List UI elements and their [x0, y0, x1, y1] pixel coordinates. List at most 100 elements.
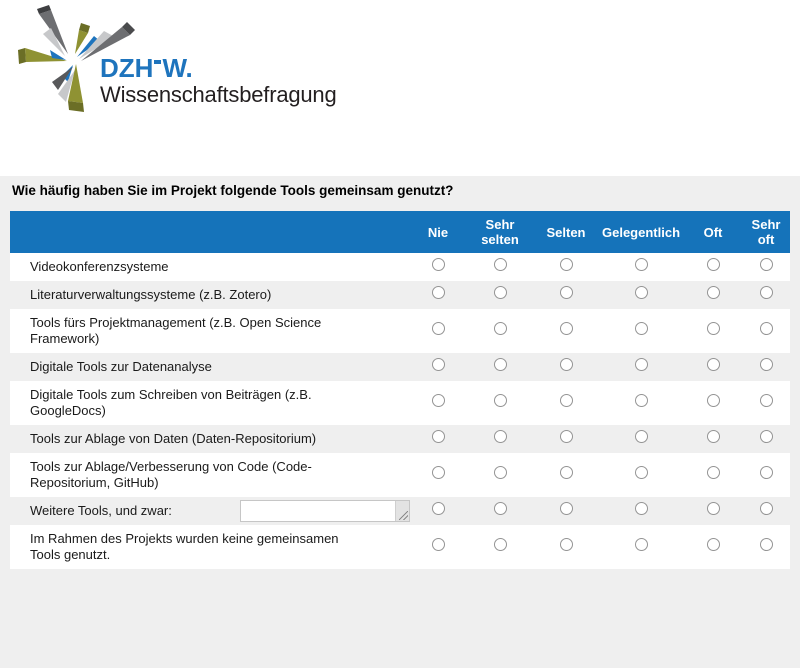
radio-oft[interactable] — [706, 322, 720, 335]
radio-gelegentlich[interactable] — [634, 394, 648, 407]
radio-cell — [742, 381, 790, 425]
row-label: Digitale Tools zur Datenanalyse — [30, 359, 212, 374]
resize-grip-icon[interactable] — [395, 501, 409, 521]
radio-selten[interactable] — [559, 538, 573, 551]
radio-oft[interactable] — [706, 430, 720, 443]
table-row: Literaturverwaltungssysteme (z.B. Zotero… — [10, 281, 790, 309]
radio-oft[interactable] — [706, 394, 720, 407]
table-row: Im Rahmen des Projekts wurden keine geme… — [10, 525, 790, 569]
radio-sehr-oft[interactable] — [759, 502, 773, 515]
radio-cell — [598, 525, 684, 569]
column-header-nie: Nie — [410, 211, 466, 253]
radio-sehr-oft[interactable] — [759, 538, 773, 551]
radio-sehr-selten[interactable] — [493, 394, 507, 407]
radio-cell — [684, 381, 742, 425]
radio-sehr-selten[interactable] — [493, 258, 507, 271]
radio-gelegentlich[interactable] — [634, 258, 648, 271]
radio-oft[interactable] — [706, 358, 720, 371]
radio-gelegentlich[interactable] — [634, 358, 648, 371]
radio-gelegentlich[interactable] — [634, 322, 648, 335]
radio-nie[interactable] — [431, 430, 445, 443]
radio-sehr-oft[interactable] — [759, 430, 773, 443]
radio-gelegentlich[interactable] — [634, 502, 648, 515]
radio-cell — [598, 453, 684, 497]
radio-selten[interactable] — [559, 466, 573, 479]
radio-oft[interactable] — [706, 258, 720, 271]
radio-sehr-oft[interactable] — [759, 286, 773, 299]
radio-gelegentlich[interactable] — [634, 466, 648, 479]
radio-selten[interactable] — [559, 394, 573, 407]
tools-frequency-matrix: Nie Sehr selten Selten Gelegentlich Oft Sehr … — [10, 211, 790, 569]
radio-nie[interactable] — [431, 286, 445, 299]
radio-sehr-selten[interactable] — [493, 502, 507, 515]
column-header-selten: Selten — [534, 211, 598, 253]
row-label: Digitale Tools zum Schreiben von Beiträg… — [30, 387, 312, 418]
radio-selten[interactable] — [559, 258, 573, 271]
radio-nie[interactable] — [431, 258, 445, 271]
row-label: Tools zur Ablage von Daten (Daten-Reposi… — [30, 431, 317, 446]
table-row: Weitere Tools, und zwar: — [10, 497, 790, 525]
radio-gelegentlich[interactable] — [634, 538, 648, 551]
radio-sehr-selten[interactable] — [493, 322, 507, 335]
dzhw-starburst-icon — [18, 5, 135, 112]
radio-nie[interactable] — [431, 322, 445, 335]
radio-cell — [684, 353, 742, 381]
radio-cell — [410, 309, 466, 353]
radio-sehr-selten[interactable] — [493, 430, 507, 443]
radio-cell — [466, 525, 534, 569]
row-label: Im Rahmen des Projekts wurden keine geme… — [30, 531, 339, 562]
radio-selten[interactable] — [559, 430, 573, 443]
table-row: Digitale Tools zur Datenanalyse — [10, 353, 790, 381]
radio-cell — [410, 381, 466, 425]
radio-sehr-oft[interactable] — [759, 322, 773, 335]
table-row: Tools fürs Projektmanagement (z.B. Open … — [10, 309, 790, 353]
radio-oft[interactable] — [706, 502, 720, 515]
radio-sehr-selten[interactable] — [493, 466, 507, 479]
radio-nie[interactable] — [431, 394, 445, 407]
radio-nie[interactable] — [431, 538, 445, 551]
radio-selten[interactable] — [559, 322, 573, 335]
radio-cell — [598, 281, 684, 309]
radio-cell — [410, 453, 466, 497]
radio-sehr-oft[interactable] — [759, 258, 773, 271]
radio-nie[interactable] — [431, 358, 445, 371]
radio-oft[interactable] — [706, 538, 720, 551]
radio-nie[interactable] — [431, 502, 445, 515]
radio-sehr-selten[interactable] — [493, 538, 507, 551]
radio-oft[interactable] — [706, 286, 720, 299]
row-label: Videokonferenzsysteme — [30, 259, 169, 274]
radio-sehr-oft[interactable] — [759, 466, 773, 479]
radio-sehr-selten[interactable] — [493, 286, 507, 299]
radio-selten[interactable] — [559, 286, 573, 299]
radio-sehr-oft[interactable] — [759, 358, 773, 371]
radio-cell — [410, 497, 466, 525]
radio-gelegentlich[interactable] — [634, 286, 648, 299]
radio-cell — [534, 253, 598, 281]
radio-cell — [684, 497, 742, 525]
radio-cell — [534, 425, 598, 453]
radio-sehr-selten[interactable] — [493, 358, 507, 371]
radio-cell — [534, 381, 598, 425]
table-row: Videokonferenzsysteme — [10, 253, 790, 281]
radio-gelegentlich[interactable] — [634, 430, 648, 443]
radio-cell — [410, 281, 466, 309]
radio-cell — [598, 353, 684, 381]
brand-hyphen — [154, 60, 162, 64]
column-header-sehr-selten: Sehr selten — [466, 211, 534, 253]
radio-cell — [534, 281, 598, 309]
radio-cell — [742, 353, 790, 381]
column-header-sehr-oft: Sehr oft — [742, 211, 790, 253]
other-tools-input[interactable] — [240, 500, 410, 522]
radio-cell — [684, 525, 742, 569]
radio-cell — [598, 381, 684, 425]
radio-nie[interactable] — [431, 466, 445, 479]
table-row: Tools zur Ablage/Verbesserung von Code (… — [10, 453, 790, 497]
radio-cell — [466, 381, 534, 425]
radio-oft[interactable] — [706, 466, 720, 479]
radio-cell — [466, 281, 534, 309]
radio-selten[interactable] — [559, 358, 573, 371]
radio-selten[interactable] — [559, 502, 573, 515]
radio-cell — [534, 497, 598, 525]
radio-sehr-oft[interactable] — [759, 394, 773, 407]
